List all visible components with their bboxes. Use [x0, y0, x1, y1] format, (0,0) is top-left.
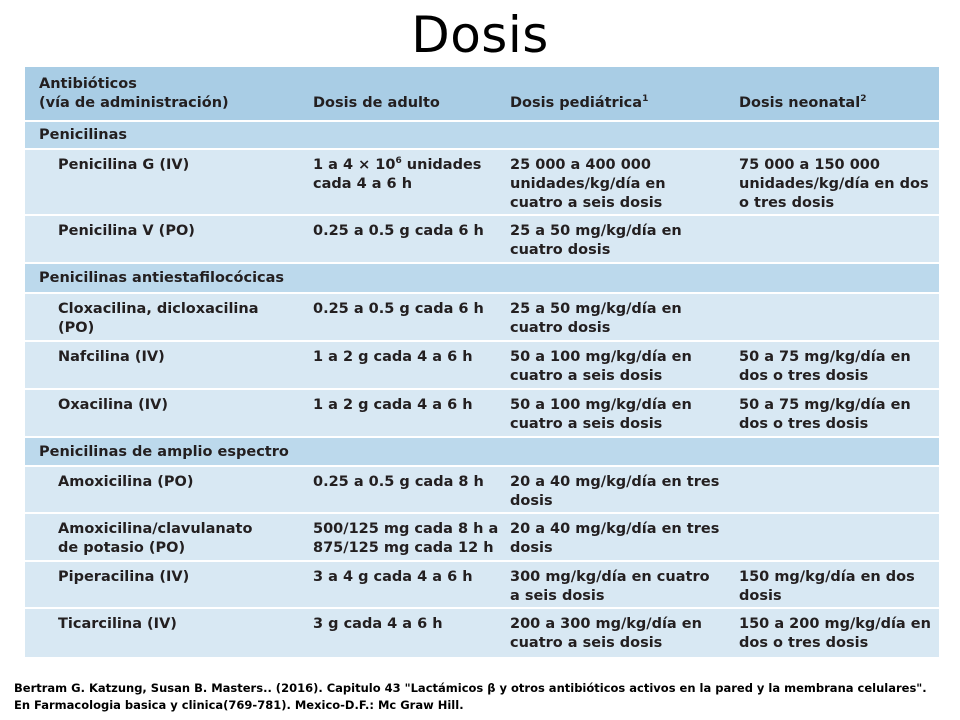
section-title: Penicilinas de amplio espectro — [39, 444, 289, 460]
table-row: Penicilina G (IV) 1 a 4 × 106 unidades c… — [25, 148, 939, 214]
section-title: Penicilinas antiestafilocócicas — [39, 270, 285, 286]
drug-name: Nafcilina (IV) — [58, 349, 165, 365]
pediatric-dose: 25 a 50 mg/kg/día en cuatro dosis — [510, 223, 682, 258]
drug-name: Piperacilina (IV) — [58, 569, 190, 585]
adult-dose: 500/125 mg cada 8 h a 875/125 mg cada 12 … — [313, 521, 499, 556]
pediatric-dose: 300 mg/kg/día en cuatro a seis dosis — [510, 569, 710, 604]
section-title: Penicilinas — [39, 127, 127, 143]
adult-dose: 0.25 a 0.5 g cada 6 h — [313, 223, 484, 239]
neonatal-dose: 50 a 75 mg/kg/día en dos o tres dosis — [739, 397, 911, 432]
drug-name: Cloxacilina, dicloxacilina (PO) — [58, 301, 259, 336]
neonatal-dose: 150 a 200 mg/kg/día en dos o tres dosis — [739, 616, 931, 651]
adult-dose: 0.25 a 0.5 g cada 6 h — [313, 301, 484, 317]
reference-line: Bertram G. Katzung, Susan B. Masters.. (… — [14, 681, 927, 695]
pediatric-dose: 25 a 50 mg/kg/día en cuatro dosis — [510, 301, 682, 336]
table-row: Cloxacilina, dicloxacilina (PO) 0.25 a 0.… — [25, 292, 939, 340]
drug-name: Ticarcilina (IV) — [58, 616, 177, 632]
section-row: Penicilinas antiestafilocócicas — [25, 262, 939, 292]
adult-dose: 3 a 4 g cada 4 a 6 h — [313, 569, 473, 585]
pediatric-dose: 20 a 40 mg/kg/día en tres dosis — [510, 474, 720, 509]
adult-dose: 3 g cada 4 a 6 h — [313, 616, 443, 632]
table-row: Nafcilina (IV) 1 a 2 g cada 4 a 6 h 50 a… — [25, 340, 939, 388]
table-row: Amoxicilina/clavulanato de potasio (PO) 5… — [25, 512, 939, 560]
pediatric-dose: 50 a 100 mg/kg/día en cuatro a seis dosis — [510, 349, 692, 384]
section-row: Penicilinas de amplio espectro — [25, 436, 939, 465]
adult-dose: 1 a 2 g cada 4 a 6 h — [313, 349, 473, 365]
pediatric-dose: 50 a 100 mg/kg/día en cuatro a seis dosis — [510, 397, 692, 432]
reference-line: En Farmacologia basica y clinica(769-781… — [14, 698, 464, 712]
neonatal-dose: 50 a 75 mg/kg/día en dos o tres dosis — [739, 349, 911, 384]
pediatric-dose: 25 000 a 400 000 unidades/kg/día en cuatro… — [510, 157, 666, 211]
drug-name: Amoxicilina (PO) — [58, 474, 194, 490]
pediatric-dose: 20 a 40 mg/kg/día en tres dosis — [510, 521, 720, 556]
adult-dose: 1 a 4 × 106 unidades cada 4 a 6 h — [313, 156, 482, 193]
drug-name: Penicilina G (IV) — [58, 157, 190, 173]
dosage-table: Antibióticos (vía de administración) Dos… — [25, 67, 939, 657]
page-title: Dosis — [411, 6, 549, 64]
neonatal-dose: 75 000 a 150 000 unidades/kg/día en dos o … — [739, 157, 929, 211]
drug-name: Penicilina V (PO) — [58, 223, 195, 239]
header-antibiotics: Antibióticos (vía de administración) — [39, 76, 229, 111]
table-row: Piperacilina (IV) 3 a 4 g cada 4 a 6 h 3… — [25, 560, 939, 607]
neonatal-dose: 150 mg/kg/día en dos dosis — [739, 569, 915, 604]
drug-name: Oxacilina (IV) — [58, 397, 168, 413]
table-row: Oxacilina (IV) 1 a 2 g cada 4 a 6 h 50 a… — [25, 388, 939, 436]
header-adult-dose: Dosis de adulto — [313, 95, 440, 111]
section-row: Penicilinas — [25, 120, 939, 148]
header-neonatal-dose: Dosis neonatal2 — [739, 94, 867, 112]
table-row: Penicilina V (PO) 0.25 a 0.5 g cada 6 h … — [25, 214, 939, 262]
adult-dose: 1 a 2 g cada 4 a 6 h — [313, 397, 473, 413]
table-row: Amoxicilina (PO) 0.25 a 0.5 g cada 8 h 2… — [25, 465, 939, 512]
table-header: Antibióticos (vía de administración) Dos… — [25, 67, 939, 120]
reference-citation: Bertram G. Katzung, Susan B. Masters.. (… — [14, 680, 949, 714]
pediatric-dose: 200 a 300 mg/kg/día en cuatro a seis dosi… — [510, 616, 702, 651]
header-pediatric-dose: Dosis pediátrica1 — [510, 94, 649, 112]
adult-dose: 0.25 a 0.5 g cada 8 h — [313, 474, 484, 490]
drug-name: Amoxicilina/clavulanato de potasio (PO) — [58, 521, 253, 556]
table-row: Ticarcilina (IV) 3 g cada 4 a 6 h 200 a … — [25, 607, 939, 657]
